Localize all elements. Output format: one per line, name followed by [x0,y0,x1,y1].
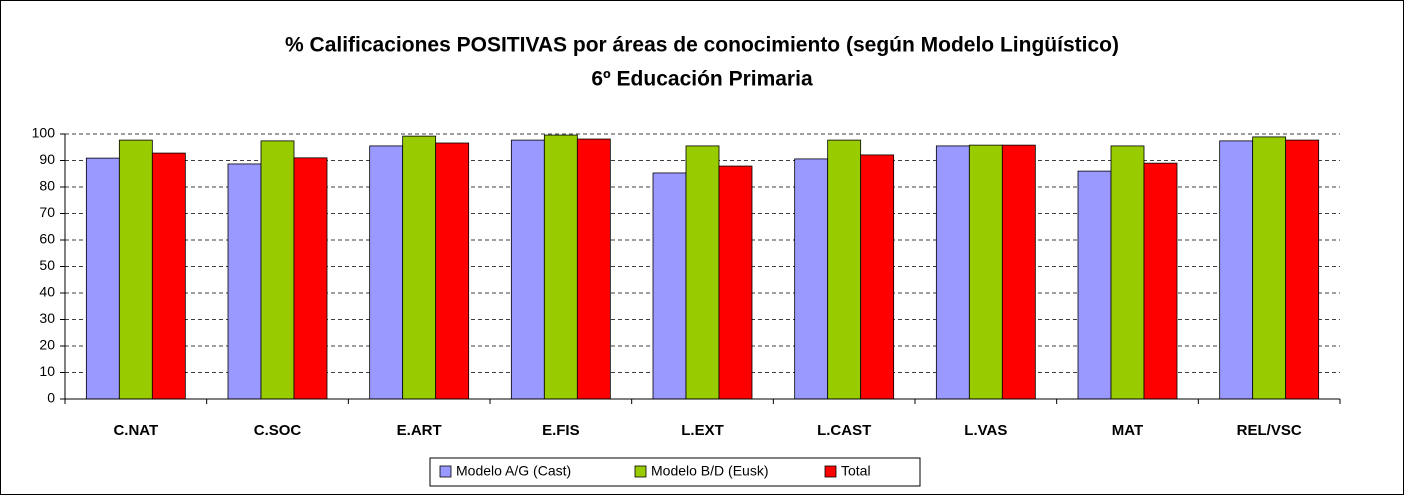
bar [1001,144,1036,400]
legend-swatch [439,465,452,478]
x-tick-label: MAT [1112,422,1143,439]
bar [576,138,611,400]
bar [402,135,437,400]
bar [118,139,153,400]
y-tick-label: 20 [39,337,55,353]
y-tick-label: 100 [32,125,56,141]
bar [718,165,753,400]
bar [1110,145,1145,400]
y-tick-label: 40 [39,284,55,300]
chart-subtitle: 6º Educación Primaria [591,68,813,91]
x-tick-label: E.FIS [542,422,580,439]
bar [827,139,862,400]
x-tick-label: E.ART [397,422,442,439]
y-tick-label: 50 [39,257,55,273]
bar [227,163,262,400]
legend-swatch [824,465,837,478]
chart-title: % Calificaciones POSITIVAS por áreas de … [285,34,1119,57]
bar [435,142,470,400]
x-tick-label: L.CAST [817,422,871,439]
bar [860,154,895,400]
y-tick-label: 70 [39,204,55,220]
bar [260,140,295,400]
bar [1285,139,1320,400]
legend-swatch [634,465,647,478]
x-tick-label: C.NAT [113,422,158,439]
legend-label: Modelo A/G (Cast) [456,463,571,479]
y-tick-label: 80 [39,178,55,194]
y-tick-label: 0 [47,390,55,406]
bar [794,158,829,400]
y-tick-label: 30 [39,310,55,326]
bar [1252,136,1287,400]
bar [652,172,687,400]
bar [543,134,578,400]
bar [1143,162,1178,400]
bar [968,144,1003,400]
x-tick-label: REL/VSC [1237,422,1302,439]
legend-label: Modelo B/D (Eusk) [651,463,768,479]
x-tick-label: L.VAS [964,422,1007,439]
bar [151,152,186,400]
x-tick-label: L.EXT [681,422,724,439]
bar [1219,140,1254,400]
bar [935,145,970,400]
legend [429,457,921,487]
bar [293,157,328,400]
bar [85,157,120,400]
y-tick-label: 60 [39,231,55,247]
bar [369,145,404,400]
y-tick-label: 90 [39,151,55,167]
y-tick-label: 10 [39,363,55,379]
bar [1077,170,1112,400]
bar [685,145,720,400]
x-tick-label: C.SOC [254,422,302,439]
bar [510,139,545,400]
legend-label: Total [841,463,871,479]
